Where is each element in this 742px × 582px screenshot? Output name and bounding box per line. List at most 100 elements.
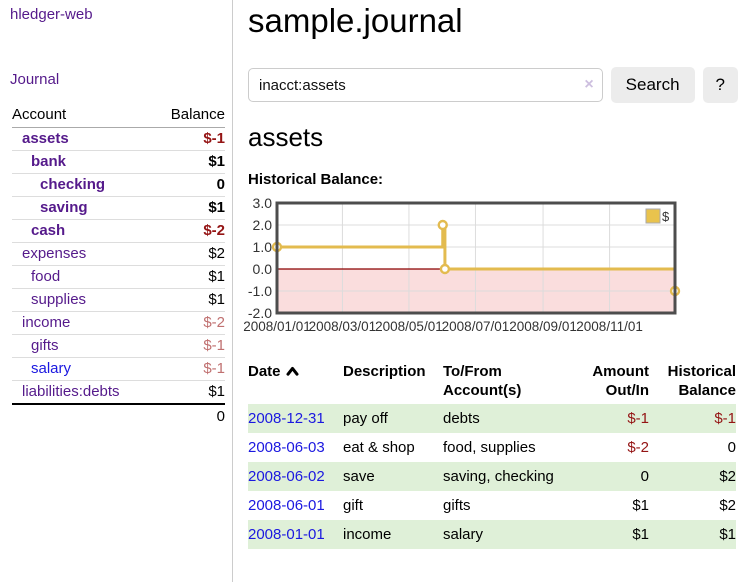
register-row: 2008-06-03 eat & shop food, supplies $-2 0 (248, 433, 736, 462)
svg-text:2008/07/01: 2008/07/01 (442, 319, 510, 334)
register-header-date[interactable]: Date (248, 358, 343, 404)
register-date-cell: 2008-06-02 (248, 462, 343, 491)
register-balance-cell: $1 (719, 526, 736, 543)
account-link[interactable]: salary (12, 357, 154, 381)
svg-text:2008/01/01: 2008/01/01 (243, 319, 311, 334)
svg-text:2008/09/01: 2008/09/01 (509, 319, 577, 334)
register-row: 2008-01-01 income salary $1 $1 (248, 520, 736, 549)
historical-balance-chart[interactable]: 3.0 2.0 1.0 0.0 -1.0 -2.0 2008/01/01 2008/03/01… (243, 195, 742, 344)
help-button[interactable]: ? (702, 67, 738, 103)
account-row: checking 0 (12, 173, 225, 197)
register-header-row: Date Description To/From Account(s) Amou… (248, 358, 736, 404)
transaction-date-link[interactable]: 2008-06-03 (248, 439, 325, 456)
svg-text:-2.0: -2.0 (248, 305, 272, 321)
account-link[interactable]: gifts (12, 334, 154, 358)
account-row: saving $1 (12, 196, 225, 220)
account-heading: assets (248, 122, 324, 152)
account-row: supplies $1 (12, 288, 225, 312)
search-row: × Search ? (248, 67, 738, 103)
register-amount-cell: $-2 (627, 439, 649, 456)
register-row: 2008-06-02 save saving, checking 0 $2 (248, 462, 736, 491)
svg-text:0.0: 0.0 (253, 261, 273, 277)
register-date-cell: 2008-12-31 (248, 404, 343, 433)
register-date-cell: 2008-06-01 (248, 491, 343, 520)
app-title-link[interactable]: hledger-web (10, 6, 93, 23)
transaction-date-link[interactable]: 2008-06-02 (248, 468, 325, 485)
accounts-header-account: Account (12, 103, 154, 128)
sidebar-item-journal[interactable]: Journal (10, 71, 60, 88)
register-amount-cell: 0 (640, 468, 649, 485)
account-row: assets $-1 (12, 127, 225, 151)
register-balance-cell: $-1 (714, 410, 736, 427)
register-date-cell: 2008-06-03 (248, 433, 343, 462)
account-balance: $1 (153, 380, 225, 405)
search-box: × (248, 68, 603, 102)
account-balance: $-2 (153, 311, 225, 335)
svg-text:$: $ (662, 209, 670, 224)
register-header-balance: Historical Balance (667, 363, 736, 399)
transaction-date-link[interactable]: 2008-06-01 (248, 497, 325, 514)
account-row: expenses $2 (12, 242, 225, 266)
register-table: Date Description To/From Account(s) Amou… (248, 358, 736, 549)
account-link[interactable]: checking (12, 173, 154, 197)
register-description-cell: income (343, 526, 392, 543)
account-link[interactable]: food (12, 265, 154, 289)
search-button[interactable]: Search (610, 67, 695, 103)
register-header-description: Description (343, 363, 426, 380)
account-link[interactable]: bank (12, 150, 154, 174)
register-row: 2008-06-01 gift gifts $1 $2 (248, 491, 736, 520)
search-input[interactable] (248, 68, 603, 102)
register-balance-cell: $2 (719, 497, 736, 514)
account-link[interactable]: expenses (12, 242, 154, 266)
register-description-cell: pay off (343, 410, 388, 427)
transaction-date-link[interactable]: 2008-12-31 (248, 410, 325, 427)
register-accounts-cell: debts (443, 410, 480, 427)
account-link[interactable]: assets (12, 127, 154, 151)
account-link[interactable]: liabilities:debts (12, 380, 154, 405)
account-balance: $-1 (153, 334, 225, 358)
accounts-total-row: 0 (12, 403, 225, 428)
register-accounts-cell: gifts (443, 497, 471, 514)
transaction-date-link[interactable]: 2008-01-01 (248, 526, 325, 543)
register-row: 2008-12-31 pay off debts $-1 $-1 (248, 404, 736, 433)
register-accounts-cell: saving, checking (443, 468, 554, 485)
account-row: cash $-2 (12, 219, 225, 243)
account-row: gifts $-1 (12, 334, 225, 358)
account-balance: $2 (153, 242, 225, 266)
register-date-cell: 2008-01-01 (248, 520, 343, 549)
account-row: salary $-1 (12, 357, 225, 381)
clear-search-icon[interactable]: × (584, 76, 594, 93)
chart-label: Historical Balance: (248, 171, 384, 188)
account-link[interactable]: income (12, 311, 154, 335)
account-link[interactable]: supplies (12, 288, 154, 312)
account-balance: $-1 (153, 127, 225, 151)
svg-text:2008/05/01: 2008/05/01 (375, 319, 443, 334)
account-link[interactable]: cash (12, 219, 154, 243)
register-balance-cell: $2 (719, 468, 736, 485)
accounts-table: Account Balance assets $-1 bank $1 checking 0… (12, 103, 225, 428)
svg-text:-1.0: -1.0 (248, 283, 272, 299)
svg-text:3.0: 3.0 (253, 195, 273, 211)
register-description-cell: gift (343, 497, 364, 514)
account-balance: $-1 (153, 357, 225, 381)
accounts-header-balance: Balance (153, 103, 225, 128)
main-content: sample.journal × Search ? assets Histori… (243, 0, 738, 582)
account-balance: $1 (153, 150, 225, 174)
svg-text:1.0: 1.0 (253, 239, 273, 255)
account-balance: 0 (153, 173, 225, 197)
accounts-total-balance: 0 (153, 403, 225, 428)
account-link[interactable]: saving (12, 196, 154, 220)
register-balance-cell: 0 (727, 439, 736, 456)
page-title: sample.journal (248, 2, 463, 39)
register-amount-cell: $1 (632, 526, 649, 543)
account-row: liabilities:debts $1 (12, 380, 225, 405)
sidebar: hledger-web Journal Account Balance asse… (0, 0, 233, 582)
account-row: food $1 (12, 265, 225, 289)
account-row: bank $1 (12, 150, 225, 174)
account-balance: $1 (153, 265, 225, 289)
account-balance: $1 (153, 288, 225, 312)
sort-ascending-icon (286, 363, 299, 380)
svg-text:2008/11/01: 2008/11/01 (576, 319, 643, 334)
account-row: income $-2 (12, 311, 225, 335)
register-amount-cell: $1 (632, 497, 649, 514)
